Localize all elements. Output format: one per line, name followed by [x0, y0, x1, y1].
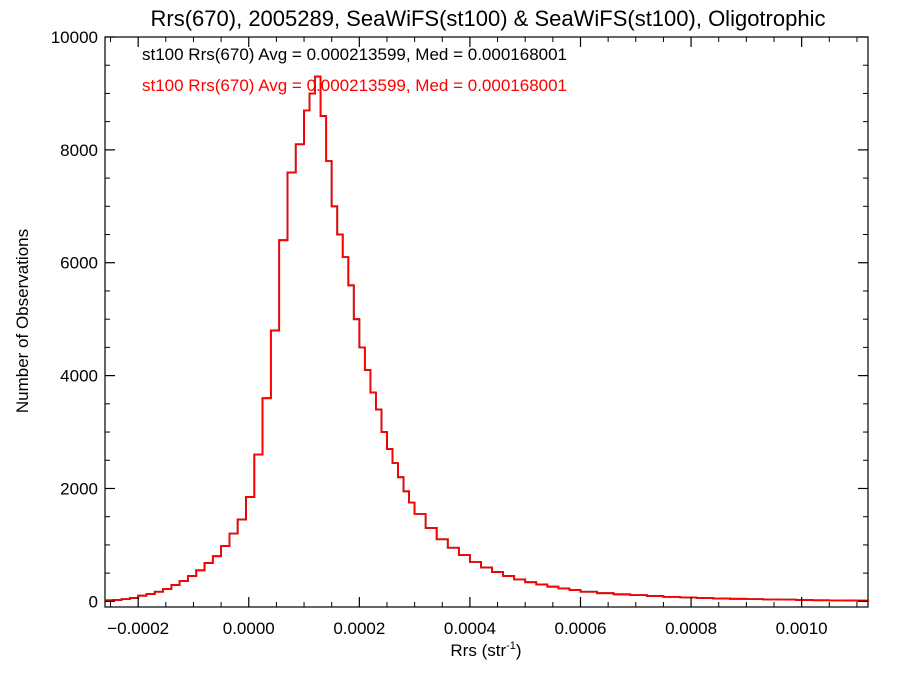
y-tick-label: 4000 — [60, 367, 98, 386]
legend-entry-black: st100 Rrs(670) Avg = 0.000213599, Med = … — [142, 45, 567, 64]
x-axis-label-main: Rrs (str — [450, 641, 506, 660]
y-tick-label: 0 — [89, 592, 98, 611]
x-tick-label: −0.0002 — [107, 619, 169, 638]
y-axis-ticks: 0 2000 4000 6000 8000 10000 — [51, 28, 868, 611]
chart-title: Rrs(670), 2005289, SeaWiFS(st100) & SeaW… — [151, 6, 826, 31]
y-tick-label: 10000 — [51, 28, 98, 47]
y-tick-label: 8000 — [60, 141, 98, 160]
y-tick-label: 6000 — [60, 254, 98, 273]
plot-frame — [104, 36, 869, 608]
y-axis-label: Number of Observations — [13, 229, 32, 413]
series-red-histogram — [105, 75, 869, 602]
x-tick-label: 0.0010 — [776, 619, 828, 638]
x-axis-label-close: ) — [516, 641, 522, 660]
series-black-histogram — [105, 75, 869, 602]
series-group — [105, 75, 869, 602]
legend-entry-red: st100 Rrs(670) Avg = 0.000213599, Med = … — [142, 76, 567, 95]
x-tick-label: 0.0000 — [223, 619, 275, 638]
x-axis-label: Rrs (str-1) — [450, 640, 521, 660]
y-tick-label: 2000 — [60, 479, 98, 498]
x-tick-label: 0.0006 — [554, 619, 606, 638]
x-tick-label: 0.0008 — [665, 619, 717, 638]
x-tick-label: 0.0004 — [444, 619, 496, 638]
plot-frame-border — [104, 36, 869, 608]
x-axis-ticks: −0.0002 0.0000 0.0002 0.0004 0.0006 0.0008 0.0… — [107, 37, 858, 638]
x-axis-label-superscript: -1 — [506, 640, 516, 652]
x-tick-label: 0.0002 — [333, 619, 385, 638]
